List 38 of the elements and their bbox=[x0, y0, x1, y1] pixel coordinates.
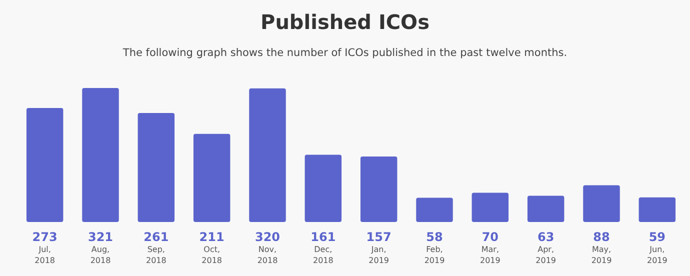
data-label: 320 bbox=[254, 230, 280, 244]
bar bbox=[138, 113, 175, 222]
bar bbox=[416, 198, 453, 222]
bar bbox=[249, 88, 286, 222]
data-label: 63 bbox=[537, 230, 554, 244]
bar bbox=[82, 88, 119, 222]
bar bbox=[304, 154, 342, 222]
data-label: 59 bbox=[648, 230, 666, 244]
bar bbox=[472, 192, 509, 222]
x-tick-label: Aug, 2018 bbox=[90, 245, 111, 265]
data-label: 161 bbox=[310, 230, 336, 244]
data-label: 157 bbox=[366, 230, 392, 244]
data-label: 58 bbox=[426, 230, 443, 244]
bar bbox=[583, 185, 620, 222]
bar bbox=[26, 108, 64, 222]
bar bbox=[527, 196, 564, 222]
x-tick-label: Feb, 2019 bbox=[424, 245, 445, 265]
data-label: 70 bbox=[482, 230, 499, 244]
x-tick-label: Nov, 2018 bbox=[257, 245, 278, 265]
x-tick-label: Apr, 2019 bbox=[536, 245, 556, 265]
x-tick-label: Mar, 2019 bbox=[480, 245, 500, 265]
x-tick-label: Dec, 2018 bbox=[312, 245, 334, 265]
data-label: 321 bbox=[88, 230, 114, 244]
x-tick-label: Jul, 2018 bbox=[34, 245, 56, 265]
bar bbox=[360, 156, 398, 222]
bar bbox=[193, 134, 230, 222]
data-label: 261 bbox=[144, 230, 169, 244]
x-tick-label: Jun, 2019 bbox=[646, 245, 668, 265]
x-tick-label: Oct, 2018 bbox=[202, 245, 222, 265]
x-tick-label: Sep, 2018 bbox=[146, 245, 166, 265]
chart-title: Published ICOs bbox=[260, 10, 430, 34]
data-label: 88 bbox=[593, 230, 610, 244]
data-label: 211 bbox=[199, 230, 224, 244]
chart-subtitle: The following graph shows the number of ICOs published in the past twelve months. bbox=[122, 47, 568, 59]
x-tick-label: May, 2019 bbox=[591, 245, 612, 265]
data-label: 273 bbox=[32, 230, 58, 244]
x-tick-label: Jan, 2019 bbox=[368, 245, 390, 265]
bar bbox=[638, 197, 676, 222]
